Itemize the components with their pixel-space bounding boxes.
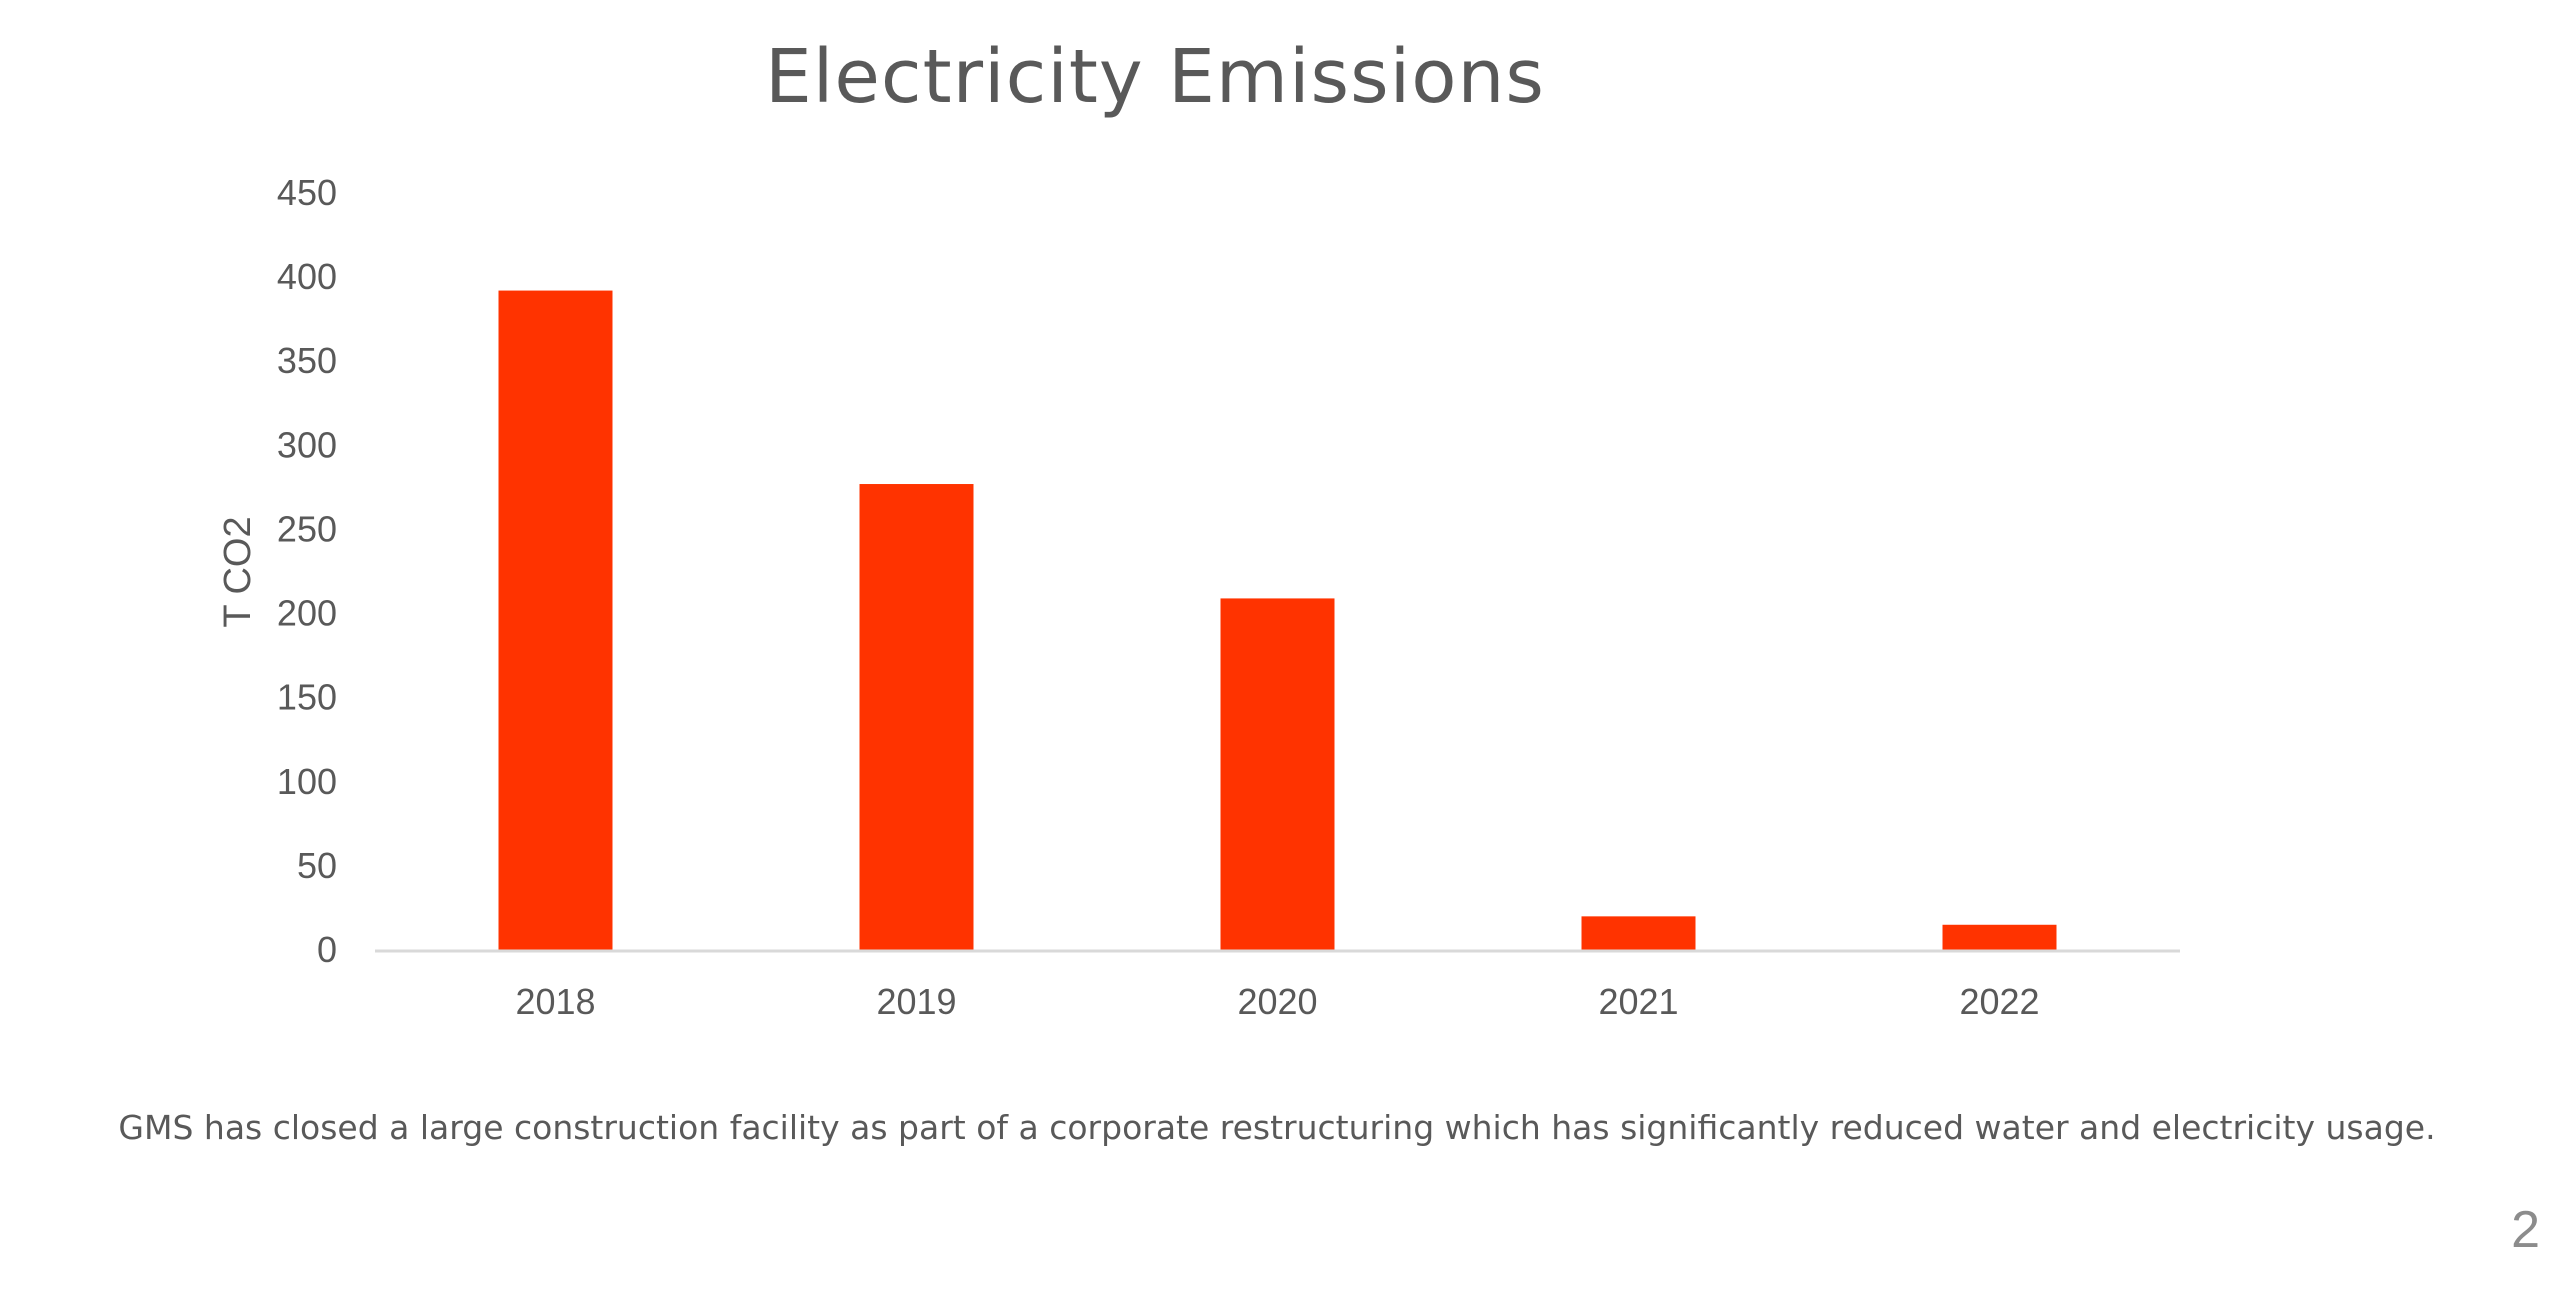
chart-title: Electricity Emissions [765,34,1545,120]
y-tick-label: 0 [317,929,337,970]
x-axis-tick-labels: 2018 2019 2020 2021 2022 [515,981,2039,1022]
bar-2021 [1581,916,1696,950]
y-tick-label: 300 [277,424,337,465]
slide-caption: GMS has closed a large construction faci… [118,1108,2436,1147]
x-tick-label: 2019 [876,981,956,1022]
y-tick-label: 200 [277,593,337,634]
y-tick-label: 50 [297,845,337,886]
bar-2018 [498,290,613,951]
bar-chart: 0 50 100 150 200 250 300 350 400 450 2018 2019 2020… [217,172,2180,1022]
x-tick-label: 2020 [1237,981,1317,1022]
bar-2020 [1220,598,1335,950]
y-tick-label: 100 [277,761,337,802]
bar-series [498,290,2057,951]
bar-2019 [859,484,974,950]
y-tick-label: 150 [277,677,337,718]
y-tick-label: 400 [277,256,337,297]
page-number: 2 [2511,1201,2540,1259]
x-tick-label: 2022 [1959,981,2039,1022]
bar-2022 [1942,924,2057,950]
x-tick-label: 2021 [1598,981,1678,1022]
y-axis-label: T CO2 [217,516,259,627]
y-tick-label: 350 [277,340,337,381]
y-axis-tick-labels: 0 50 100 150 200 250 300 350 400 450 [277,172,337,970]
y-tick-label: 250 [277,508,337,549]
x-tick-label: 2018 [515,981,595,1022]
y-tick-label: 450 [277,172,337,213]
